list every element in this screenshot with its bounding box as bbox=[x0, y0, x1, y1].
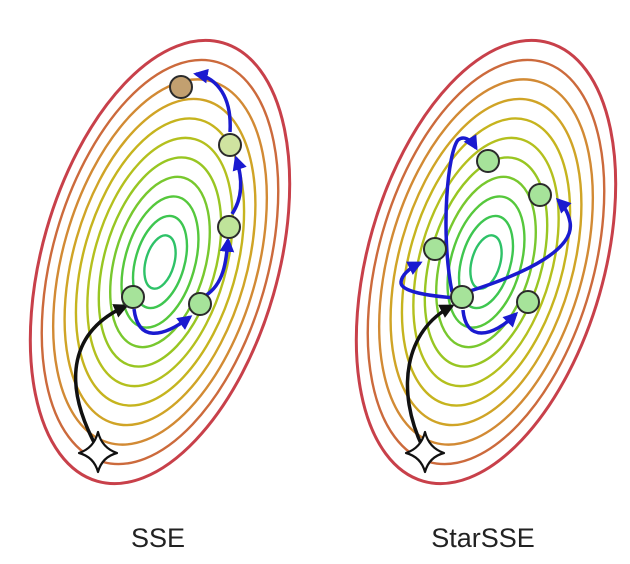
contour-starsse-9 bbox=[446, 195, 526, 329]
contour-starsse-11 bbox=[469, 234, 503, 290]
loss-contours-sse bbox=[28, 38, 292, 486]
snapshot-node-sse-1 bbox=[121, 285, 145, 309]
trajectory-sse-1 bbox=[132, 308, 193, 335]
trajectory-starsse-right bbox=[469, 197, 572, 293]
snapshot-node-sse-4 bbox=[218, 133, 242, 157]
caption-sse: SSE bbox=[131, 523, 185, 553]
trajectory-starsse-down bbox=[461, 309, 519, 335]
snapshot-node-starsse-right bbox=[528, 183, 552, 207]
snapshot-node-sse-3 bbox=[217, 215, 241, 239]
contour-sse-10 bbox=[131, 214, 189, 310]
trajectory-sse-3 bbox=[230, 155, 247, 215]
contour-sse-5 bbox=[74, 117, 246, 407]
trajectory-starsse-up bbox=[444, 134, 478, 293]
contour-starsse-6 bbox=[412, 136, 560, 388]
contour-sse-11 bbox=[143, 234, 177, 290]
contour-starsse-4 bbox=[389, 97, 583, 427]
contour-sse-4 bbox=[63, 97, 257, 427]
snapshot-node-starsse-left bbox=[423, 237, 447, 261]
initial-path-sse bbox=[74, 304, 129, 449]
contour-starsse-3 bbox=[377, 78, 595, 446]
contour-starsse-10 bbox=[457, 214, 515, 310]
contour-sse-1 bbox=[28, 38, 292, 486]
start-star-icon bbox=[404, 430, 446, 474]
contour-starsse-7 bbox=[423, 156, 549, 368]
caption-starsse: StarSSE bbox=[431, 523, 535, 553]
snapshot-node-starsse-top bbox=[476, 149, 500, 173]
snapshot-node-sse-5 bbox=[169, 75, 193, 99]
panel-starsse: StarSSE bbox=[354, 38, 618, 553]
snapshot-node-starsse-center bbox=[450, 285, 474, 309]
contour-starsse-1 bbox=[354, 38, 618, 486]
panel-sse: SSE bbox=[28, 38, 292, 553]
contour-sse-8 bbox=[109, 175, 211, 349]
initial-path-starsse bbox=[405, 304, 455, 449]
contour-sse-6 bbox=[86, 136, 234, 388]
contour-sse-2 bbox=[40, 58, 280, 466]
snapshot-node-starsse-bottom bbox=[516, 290, 540, 314]
trajectory-sse-4 bbox=[193, 68, 232, 133]
contour-starsse-5 bbox=[400, 117, 572, 407]
snapshot-node-sse-2 bbox=[188, 292, 212, 316]
start-star-icon bbox=[77, 430, 119, 474]
contour-sse-7 bbox=[97, 156, 223, 368]
trajectory-starsse-left bbox=[399, 261, 457, 300]
trajectory-sse-2 bbox=[203, 237, 235, 298]
contour-starsse-2 bbox=[366, 58, 606, 466]
loss-contours-starsse bbox=[354, 38, 618, 486]
contour-sse-3 bbox=[51, 78, 269, 446]
